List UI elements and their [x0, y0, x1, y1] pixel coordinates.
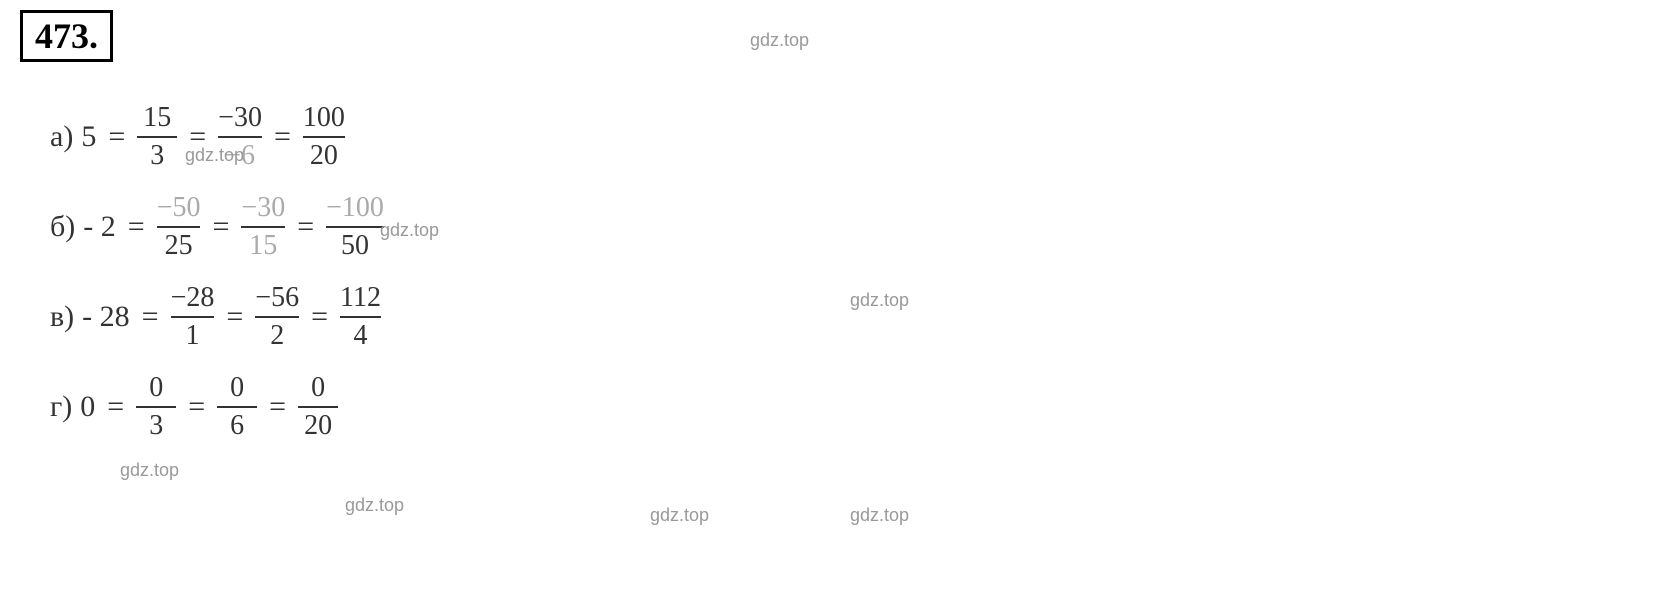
fraction: 153: [137, 102, 177, 172]
equals-sign: =: [107, 390, 124, 424]
numerator: 0: [149, 372, 163, 406]
equals-sign: =: [297, 210, 314, 244]
watermark-text: gdz.top: [650, 505, 709, 526]
numerator: 0: [230, 372, 244, 406]
denominator: 50: [341, 228, 369, 262]
denominator: 4: [354, 318, 368, 352]
equation-lhs: - 2: [83, 210, 116, 244]
denominator: 2: [270, 318, 284, 352]
equation-row: в)- 28 = −281 = −562 = 1124: [50, 282, 1639, 352]
numerator: 15: [143, 102, 171, 136]
equals-sign: =: [189, 120, 206, 154]
fraction: −10050: [326, 192, 384, 262]
equals-sign: =: [108, 120, 125, 154]
denominator: 25: [165, 228, 193, 262]
problem-number: 473.: [35, 16, 98, 56]
denominator: 6: [230, 408, 244, 442]
equals-sign: =: [128, 210, 145, 244]
watermark-text: gdz.top: [345, 495, 404, 516]
numerator: 100: [303, 102, 345, 136]
equals-sign: =: [269, 390, 286, 424]
equals-sign: =: [142, 300, 159, 334]
problem-number-box: 473.: [20, 10, 113, 62]
denominator: 20: [310, 138, 338, 172]
fraction: 1124: [340, 282, 381, 352]
denominator: 3: [149, 408, 163, 442]
equation-label: а): [50, 120, 73, 154]
equals-sign: =: [311, 300, 328, 334]
fraction: 10020: [303, 102, 345, 172]
fraction: −3015: [241, 192, 285, 262]
fraction: −281: [171, 282, 215, 352]
equals-sign: =: [212, 210, 229, 244]
watermark-text: gdz.top: [850, 505, 909, 526]
equation-lhs: 5: [81, 120, 96, 154]
equation-lhs: 0: [80, 390, 95, 424]
numerator: 0: [311, 372, 325, 406]
denominator: 1: [185, 318, 199, 352]
numerator: −28: [171, 282, 215, 316]
watermark-text: gdz.top: [120, 460, 179, 481]
denominator: −6: [225, 138, 255, 172]
numerator: −56: [255, 282, 299, 316]
equals-sign: =: [188, 390, 205, 424]
numerator: 112: [340, 282, 381, 316]
denominator: 15: [249, 228, 277, 262]
fraction: 020: [298, 372, 338, 442]
numerator: −50: [157, 192, 201, 226]
equation-label: в): [50, 300, 74, 334]
equation-label: г): [50, 390, 72, 424]
equation-row: б)- 2 = −5025 = −3015 = −10050: [50, 192, 1639, 262]
numerator: −30: [218, 102, 262, 136]
numerator: −30: [241, 192, 285, 226]
equation-label: б): [50, 210, 75, 244]
watermark-text: gdz.top: [750, 30, 809, 51]
equals-sign: =: [274, 120, 291, 154]
denominator: 3: [150, 138, 164, 172]
fraction: 06: [217, 372, 257, 442]
denominator: 20: [304, 408, 332, 442]
equation-lhs: - 28: [82, 300, 130, 334]
equals-sign: =: [226, 300, 243, 334]
fraction: −30−6: [218, 102, 262, 172]
numerator: −100: [326, 192, 384, 226]
fraction: −562: [255, 282, 299, 352]
equations-container: а)5=153=−30−6=10020б)- 2=−5025=−3015=−10…: [20, 102, 1639, 442]
equation-row: г)0=03=06=020: [50, 372, 1639, 442]
fraction: 03: [136, 372, 176, 442]
fraction: −5025: [157, 192, 201, 262]
equation-row: а)5 = 153 = −30−6 = 10020: [50, 102, 1639, 172]
